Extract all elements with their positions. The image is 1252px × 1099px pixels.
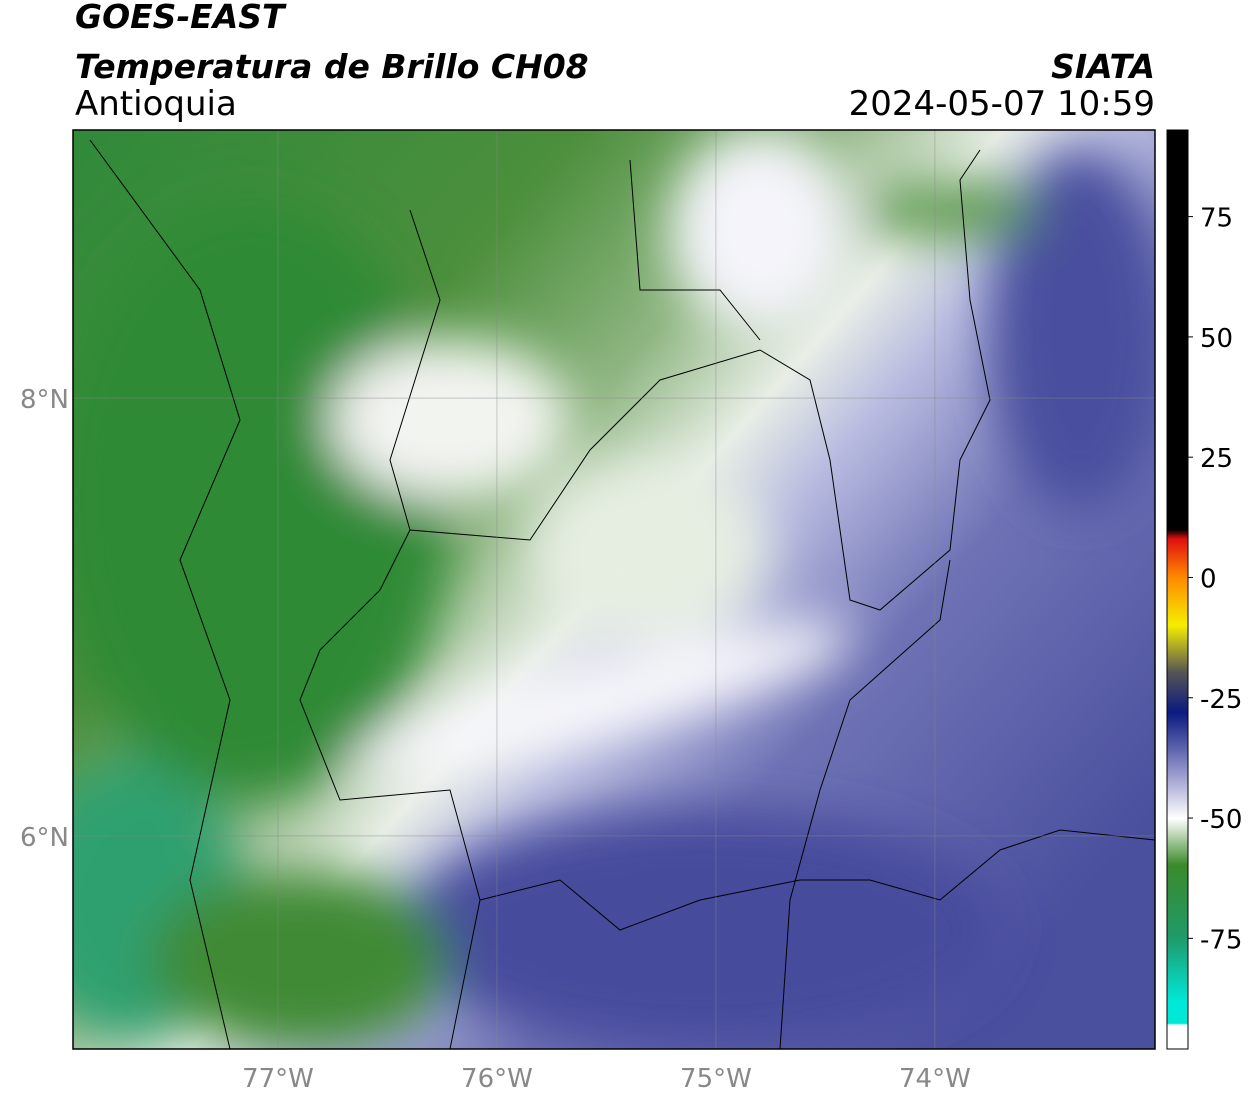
colorbar: [1166, 129, 1189, 1050]
lat-label: 8°N: [20, 385, 69, 415]
colorbar-tick-label: 0: [1200, 564, 1217, 594]
colorbar-tick-label: -50: [1200, 805, 1242, 835]
source: SIATA: [1051, 47, 1155, 86]
satellite-image: [73, 130, 1155, 1049]
lon-label: 76°W: [461, 1064, 533, 1094]
datetime: 2024-05-07 10:59: [849, 84, 1155, 124]
colorbar-tick-label: -25: [1200, 685, 1242, 715]
colorbar-tick-label: 25: [1200, 444, 1233, 474]
lat-label: 6°N: [20, 823, 69, 853]
title: GOES-EAST: [75, 0, 287, 36]
region: Antioquia: [75, 84, 237, 124]
lon-label: 77°W: [242, 1064, 314, 1094]
colorbar-tick-label: 75: [1200, 204, 1233, 234]
lon-label: 75°W: [680, 1064, 752, 1094]
colorbar-tick-label: -75: [1200, 925, 1242, 955]
map-frame: [72, 129, 1156, 1050]
lon-label: 74°W: [899, 1064, 971, 1094]
colorbar-tick-label: 50: [1200, 324, 1233, 354]
subtitle: Temperatura de Brillo CH08: [75, 47, 589, 86]
